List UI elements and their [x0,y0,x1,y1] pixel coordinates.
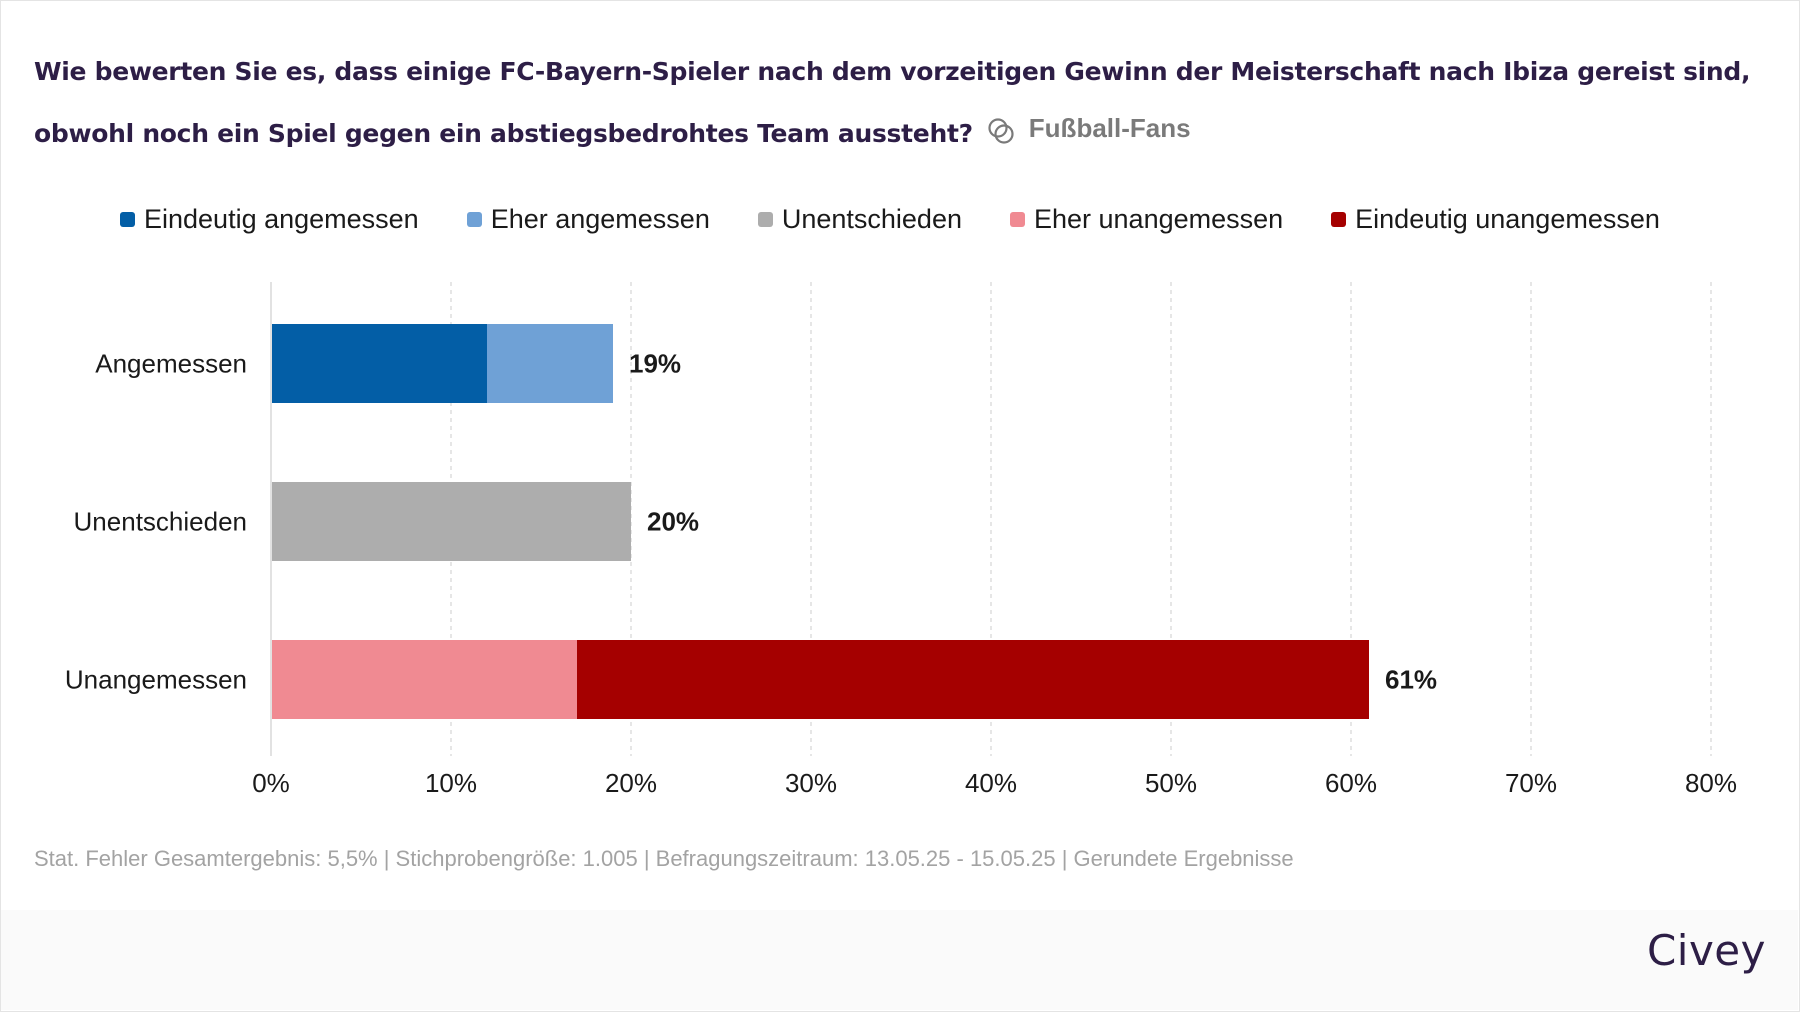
legend-item: Unentschieden [757,200,962,238]
legend-swatch [120,211,135,227]
x-tick-label: 70% [1505,768,1557,798]
bar-chart: Angemessen 19% Unentschieden 20% Unangemesse… [65,282,1737,798]
legend-label: Eher unangemessen [1033,203,1284,234]
value-label: 19% [629,349,681,379]
legend-item: Eher angemessen [466,200,710,238]
x-tick-label: 20% [605,768,657,798]
bar-segment [487,324,613,403]
title-line-2-text: obwohl noch ein Spiel gegen ein abstiegs… [34,119,973,148]
legend-swatch [757,211,773,227]
legend-swatch [1331,211,1347,227]
bar-segment [271,482,631,561]
segment-circles-icon [988,118,1014,144]
legend-label: Eher angemessen [490,203,710,234]
footnote: Stat. Fehler Gesamtergebnis: 5,5% | Stic… [34,846,1294,871]
x-tick-label: 10% [425,768,477,798]
value-label: 61% [1385,665,1437,695]
x-tick-label: 40% [965,768,1017,798]
bar-segment [271,324,487,403]
legend-item: Eindeutig unangemessen [1331,200,1660,238]
title-line-1: Wie bewerten Sie es, dass einige FC-Baye… [34,57,1751,86]
segment-tag: Fußball-Fans [987,100,1191,156]
bar-segment [271,640,577,719]
legend-item: Eindeutig angemessen [120,200,419,238]
footer-band [1,910,1798,1010]
chart-title: Wie bewerten Sie es, dass einige FC-Baye… [34,44,1774,162]
segment-label: Fußball-Fans [1028,113,1191,143]
x-tick-label: 80% [1685,768,1737,798]
category-label: Unangemessen [65,665,247,695]
legend-swatch [1009,211,1025,227]
x-tick-label: 50% [1145,768,1197,798]
x-tick-label: 30% [785,768,837,798]
legend-swatch [466,211,482,227]
civey-logo: Civey [1646,926,1766,975]
chart-legend: Eindeutig angemessen Eher angemessen Unent… [0,200,1800,238]
category-label: Unentschieden [74,507,247,537]
x-tick-label: 60% [1325,768,1377,798]
legend-label: Eindeutig angemessen [144,203,419,234]
value-label: 20% [647,507,699,537]
legend-label: Eindeutig unangemessen [1355,203,1660,234]
legend-label: Unentschieden [781,203,962,234]
title-line-2: obwohl noch ein Spiel gegen ein abstiegs… [34,100,1774,162]
legend-item: Eher unangemessen [1009,200,1284,238]
category-label: Angemessen [95,349,247,379]
x-tick-label: 0% [252,768,290,798]
bar-segment [577,640,1369,719]
